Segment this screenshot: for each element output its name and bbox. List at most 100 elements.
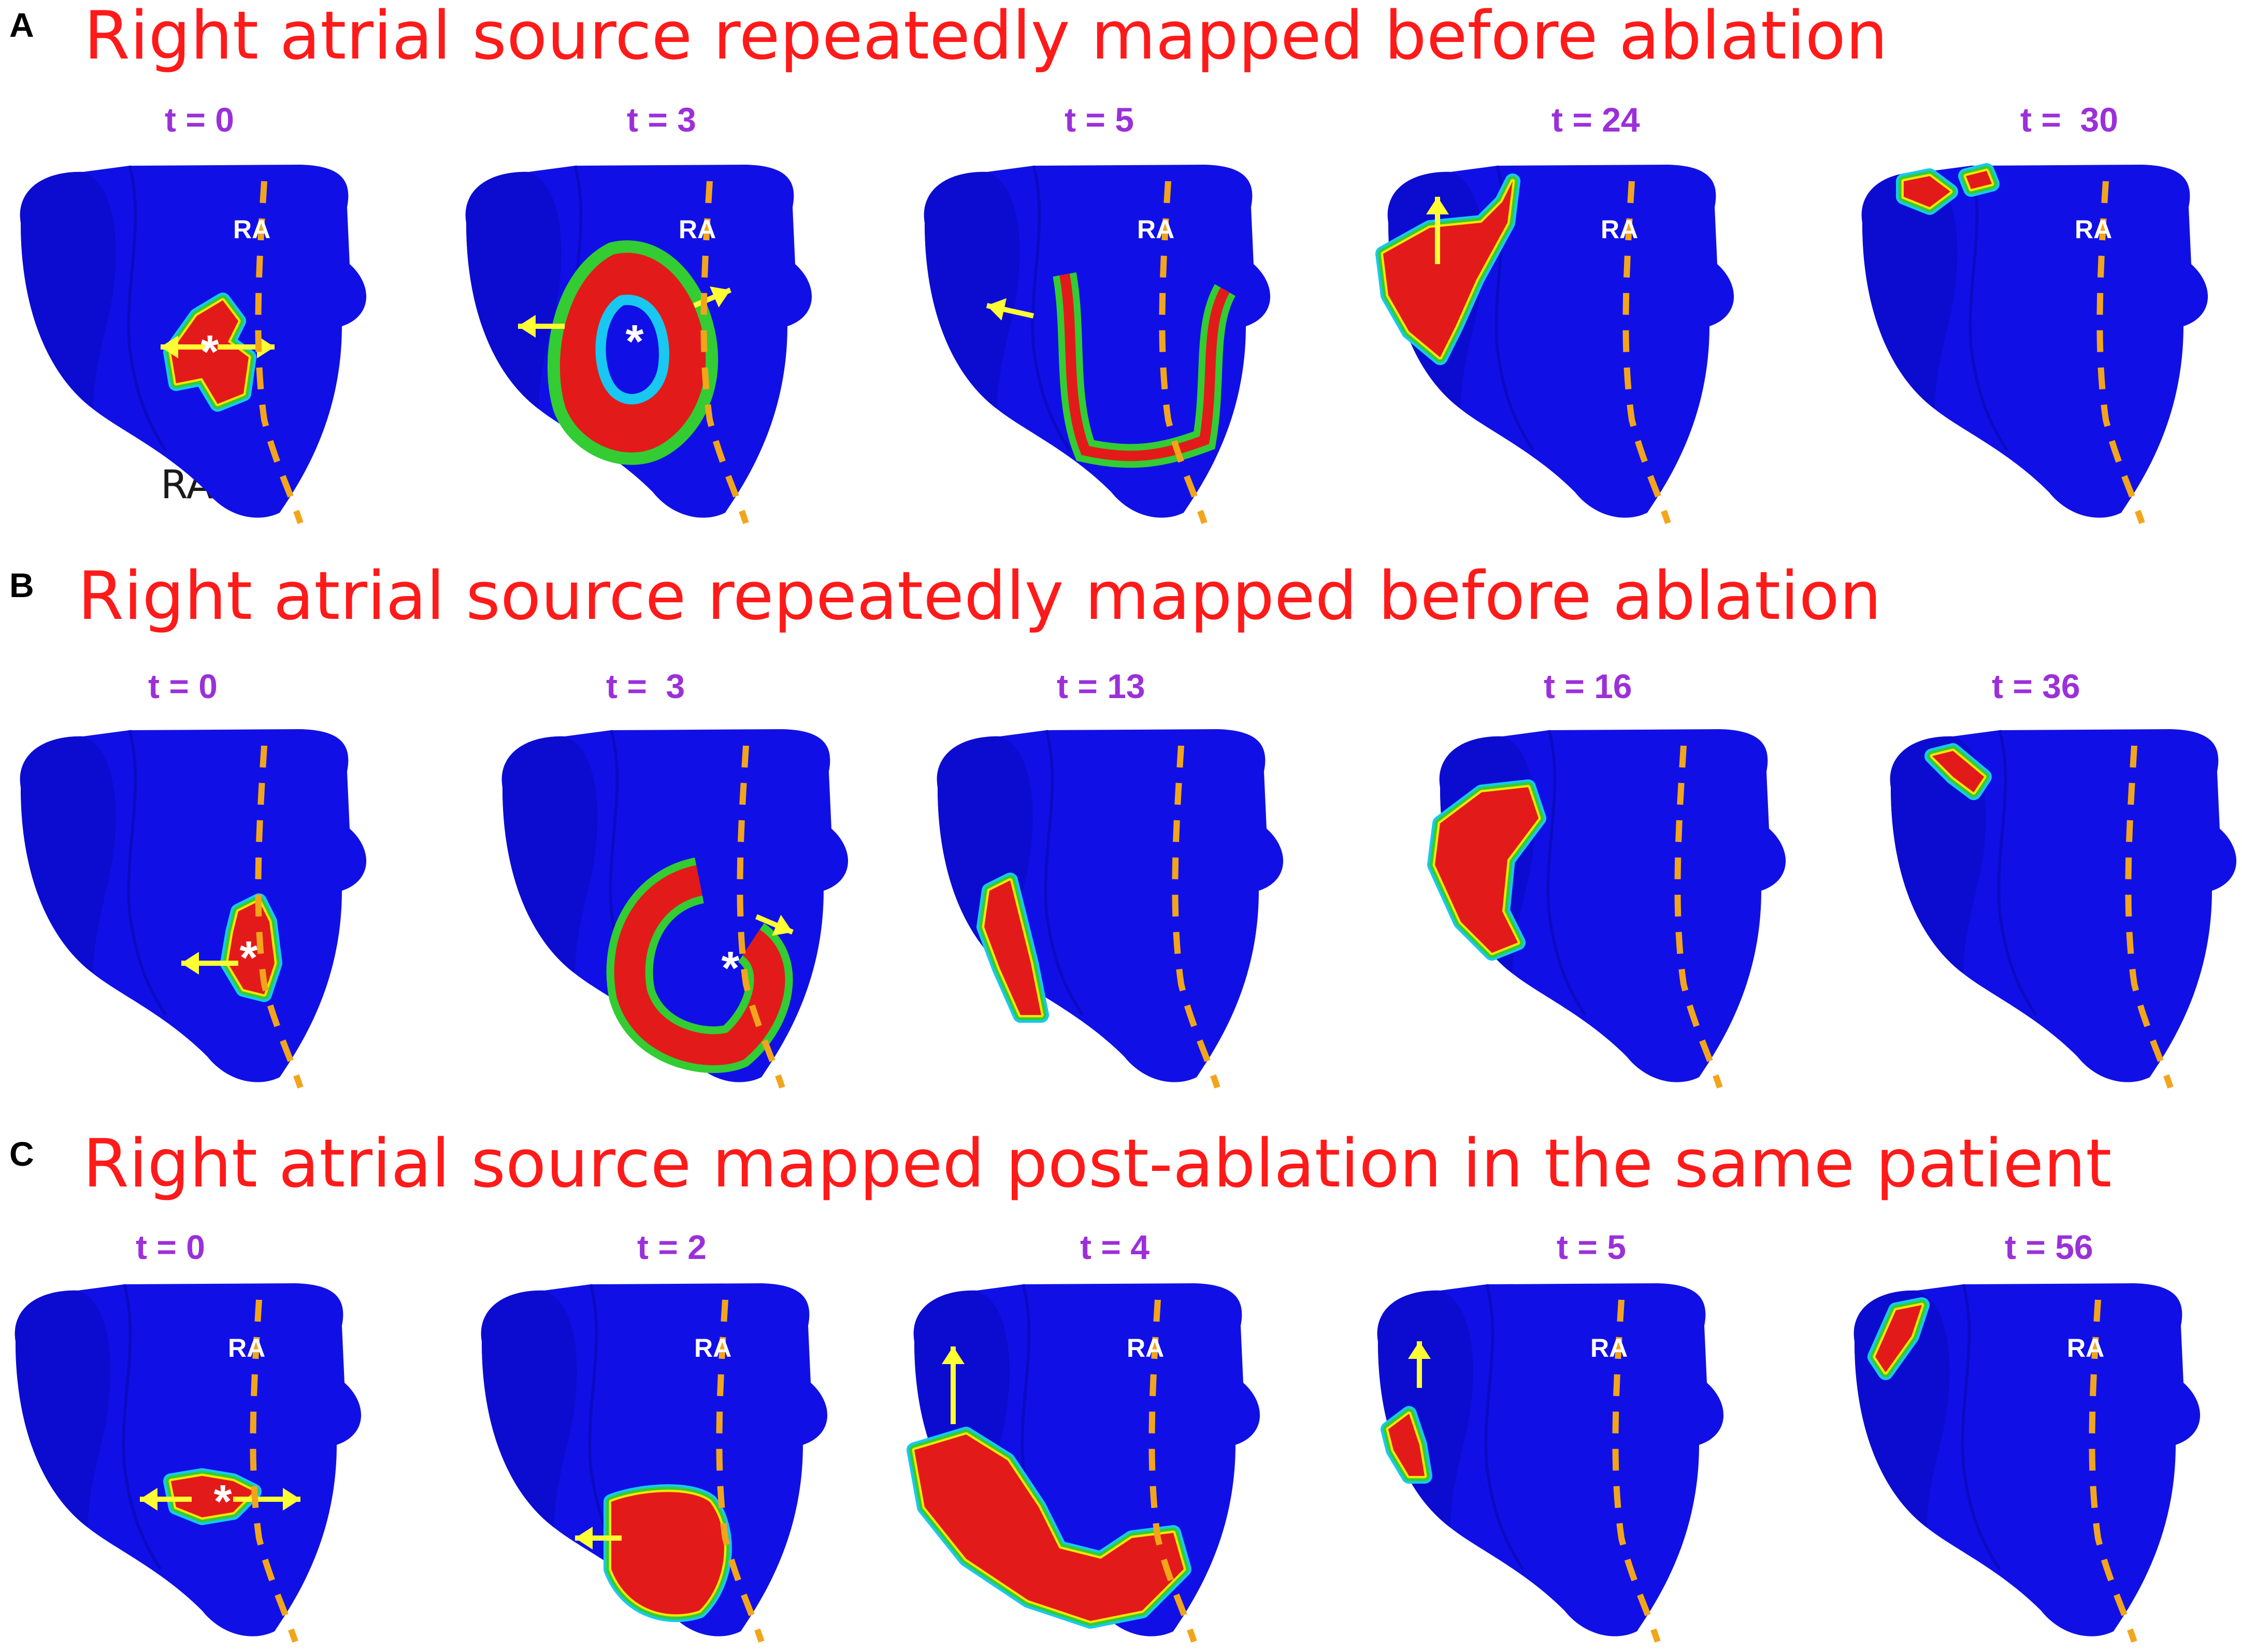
left-lobe-shading xyxy=(481,1290,577,1528)
c0-arrow-right-head xyxy=(283,1488,300,1511)
b1-arrow-head xyxy=(772,915,793,936)
surface-ridge xyxy=(1968,165,2009,452)
b0-arrow-head xyxy=(181,952,199,975)
heart-mesh: RA xyxy=(1377,1283,1724,1643)
panel-a-frame-1-heart: * RA xyxy=(20,165,367,524)
panel-a-frame-1-time: t = 0 xyxy=(165,100,234,139)
panel-a-frame-4-time: t = 24 xyxy=(1551,100,1640,139)
panel-a-frame-2-time: t = 3 xyxy=(627,100,696,139)
heart-mesh xyxy=(937,729,1284,1089)
panel-c-frame-4-time: t = 5 xyxy=(1557,1228,1626,1266)
surface-ridge xyxy=(1997,730,2037,1016)
dashed-reference-line xyxy=(1622,181,1671,524)
panel-a-letter: A xyxy=(9,6,34,44)
panel-a-frame-2-heart: * RA xyxy=(465,165,812,524)
heart-mesh xyxy=(1890,729,2237,1089)
c3-wavefront-red-core xyxy=(1388,1414,1425,1476)
heart-mesh: * xyxy=(20,729,367,1089)
c2-arrow-head xyxy=(942,1346,965,1364)
left-lobe-shading xyxy=(20,736,116,974)
heart-mesh: RA xyxy=(1375,165,1734,524)
c4-wavefront-red-core xyxy=(1875,1305,1922,1372)
a0-arrow-left-head xyxy=(161,336,178,358)
panel-c-frame-4-heart: RA xyxy=(1377,1283,1724,1643)
heart-mesh: * xyxy=(501,729,849,1089)
panel-b-frame-1-time: t = 0 xyxy=(148,667,218,705)
dashed-reference-line xyxy=(255,181,304,524)
c1-arrow-head xyxy=(575,1527,593,1549)
ra-label: RA xyxy=(1127,1334,1164,1363)
a4-wavefront-right-red-core xyxy=(1966,171,1992,189)
panel-c-frame-3-time: t = 4 xyxy=(1080,1228,1149,1266)
c0-arrow-left-head xyxy=(140,1488,157,1511)
panel-a-title: Right atrial source repeatedly mapped be… xyxy=(84,0,1888,75)
heart-mesh: * RA xyxy=(465,165,812,524)
heart-mesh: RA xyxy=(1861,163,2208,524)
c0-asterisk: * xyxy=(213,1476,232,1528)
dashed-reference-line xyxy=(2125,745,2174,1089)
a0-asterisk: * xyxy=(200,326,219,378)
ra-label: RA xyxy=(2067,1334,2104,1363)
panel-c-frame-5-time: t = 56 xyxy=(2005,1228,2093,1266)
panel-c-frame-1-time: t = 0 xyxy=(136,1228,205,1266)
left-lobe-shading xyxy=(1861,171,1958,409)
ra-label: RA xyxy=(679,215,716,244)
panel-b-frame-4-heart xyxy=(1427,729,1786,1089)
left-lobe-shading xyxy=(20,171,116,409)
surface-ridge xyxy=(1546,730,1587,1016)
a3-wavefront-red-core xyxy=(1383,181,1513,357)
c0-source-red-core xyxy=(171,1476,254,1517)
panel-a-frame-4-heart: RA xyxy=(1375,165,1734,524)
b2-wavefront-red-core xyxy=(984,880,1041,1015)
c2-wavefront-red-core xyxy=(914,1434,1184,1621)
b0-asterisk: * xyxy=(239,932,257,984)
a1-asterisk: * xyxy=(625,316,643,368)
surface-ridge xyxy=(1044,730,1084,1016)
heart-mesh: * RA xyxy=(15,1283,362,1643)
panel-b-letter: B xyxy=(9,566,34,604)
panel-c-frame-3-heart: RA xyxy=(907,1283,1260,1643)
ra-label: RA xyxy=(694,1334,731,1363)
ra-label: RA xyxy=(1590,1334,1628,1363)
b3-wavefront-red-core xyxy=(1435,787,1539,953)
ra-label: RA xyxy=(2075,215,2112,244)
a1-arrow-left-head xyxy=(518,315,536,338)
ra-label: RA xyxy=(233,215,270,244)
ra-label: RA xyxy=(1137,215,1174,244)
left-lobe-shading xyxy=(15,1290,111,1528)
panel-b-frame-3-heart xyxy=(937,729,1284,1089)
a0-source-red-core xyxy=(171,300,249,404)
b4-wavefront-red-core xyxy=(1932,751,1984,792)
panel-b-frame-2-time: t = 3 xyxy=(606,667,685,705)
a2-arrow-head xyxy=(987,298,1007,321)
a2-wavefront-core xyxy=(1059,273,1230,461)
dashed-reference-line xyxy=(2096,181,2145,524)
ra-label: RA xyxy=(1601,215,1638,244)
left-lobe-shading xyxy=(1890,736,1986,974)
panel-b-frame-5-time: t = 36 xyxy=(1992,667,2080,705)
dashed-reference-line xyxy=(1159,181,1208,524)
heart-mesh: * RA xyxy=(20,165,367,524)
surface-ridge xyxy=(127,730,167,1016)
panel-c-letter: C xyxy=(9,1135,34,1173)
panel-a-frame-5-heart: RA xyxy=(1861,163,2208,524)
surface-ridge xyxy=(127,165,167,452)
panel-c-frame-2-time: t = 2 xyxy=(637,1228,707,1266)
panel-a-frame-3-time: t = 5 xyxy=(1065,100,1134,139)
panel-b-frame-5-heart xyxy=(1890,729,2237,1089)
left-lobe-shading xyxy=(924,171,1020,409)
left-lobe-shading xyxy=(1377,1290,1473,1528)
panel-b-title: Right atrial source repeatedly mapped be… xyxy=(78,558,1881,635)
a1-ring-hole xyxy=(595,295,669,404)
heart-mesh xyxy=(1427,729,1786,1089)
panel-b-frame-1-heart: * xyxy=(20,729,367,1089)
panel-b-frame-3-time: t = 13 xyxy=(1057,667,1145,705)
a1-arrow-right-head xyxy=(710,286,730,308)
panel-c-frame-1-heart: * RA xyxy=(15,1283,362,1643)
panel-c-title: Right atrial source mapped post-ablation… xyxy=(83,1125,2112,1202)
heart-mesh: RA xyxy=(1853,1283,2201,1643)
surface-ridge xyxy=(1484,1284,1525,1570)
panel-b-frame-2-heart: * xyxy=(501,729,849,1089)
heart-mesh: RA xyxy=(481,1283,828,1643)
b1-wavefront-core xyxy=(614,865,785,1065)
